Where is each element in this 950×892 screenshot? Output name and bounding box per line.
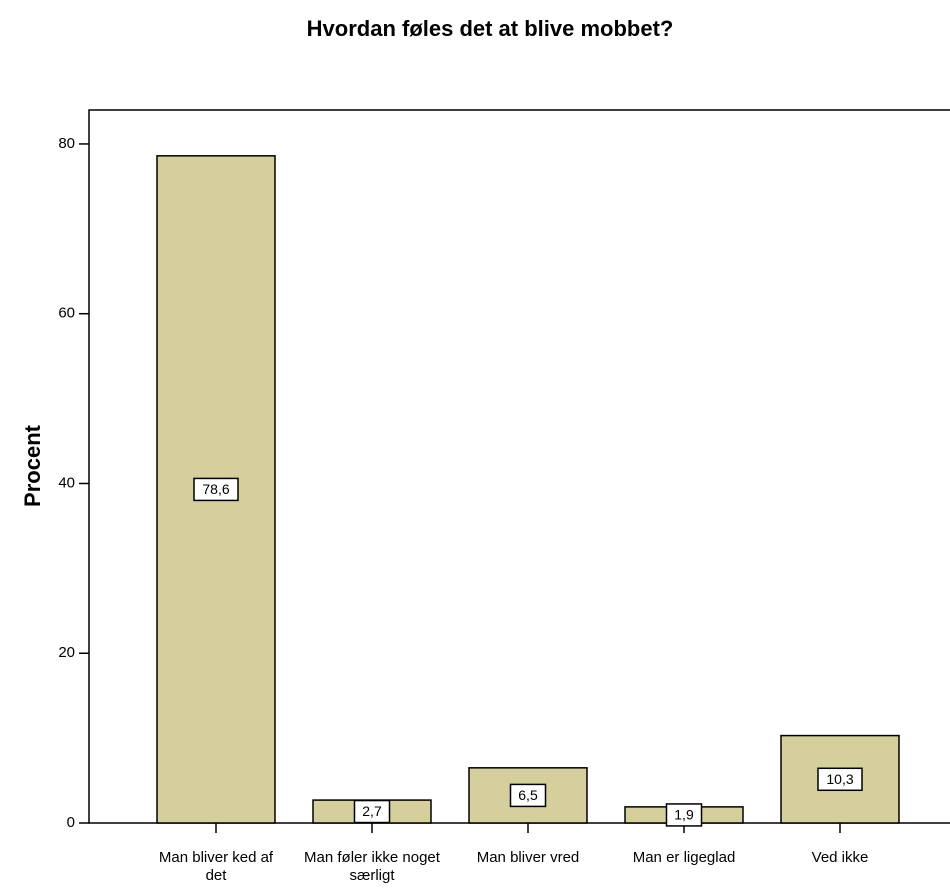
y-tick-label: 80 [58, 135, 75, 152]
x-tick-label: Man bliver vred [476, 849, 580, 866]
x-tick-label: Man føler ikke noget særligt [304, 849, 440, 884]
y-tick-label: 0 [67, 814, 75, 831]
chart-title: Hvordan føles det at blive mobbet? [307, 16, 674, 41]
value-label: 10,3 [826, 771, 853, 787]
value-label: 6,5 [518, 787, 538, 803]
y-axis-label: Procent [20, 424, 45, 507]
y-tick-label: 40 [58, 474, 75, 491]
value-label-box [509, 783, 547, 808]
value-label: 2,7 [362, 803, 382, 819]
value-label-box [353, 799, 391, 824]
y-tick-label: 60 [58, 305, 75, 322]
x-tick-label: Ved ikke [811, 849, 869, 866]
value-label: 1,9 [674, 807, 694, 823]
value-label-box [193, 477, 239, 502]
value-label-box [817, 767, 863, 792]
x-tick-label: Man er ligeglad [632, 849, 736, 866]
x-tick-label: Man bliver ked af det [158, 849, 274, 884]
y-tick-label: 20 [58, 644, 75, 661]
value-label-box [665, 803, 703, 827]
value-label: 78,6 [202, 481, 229, 497]
